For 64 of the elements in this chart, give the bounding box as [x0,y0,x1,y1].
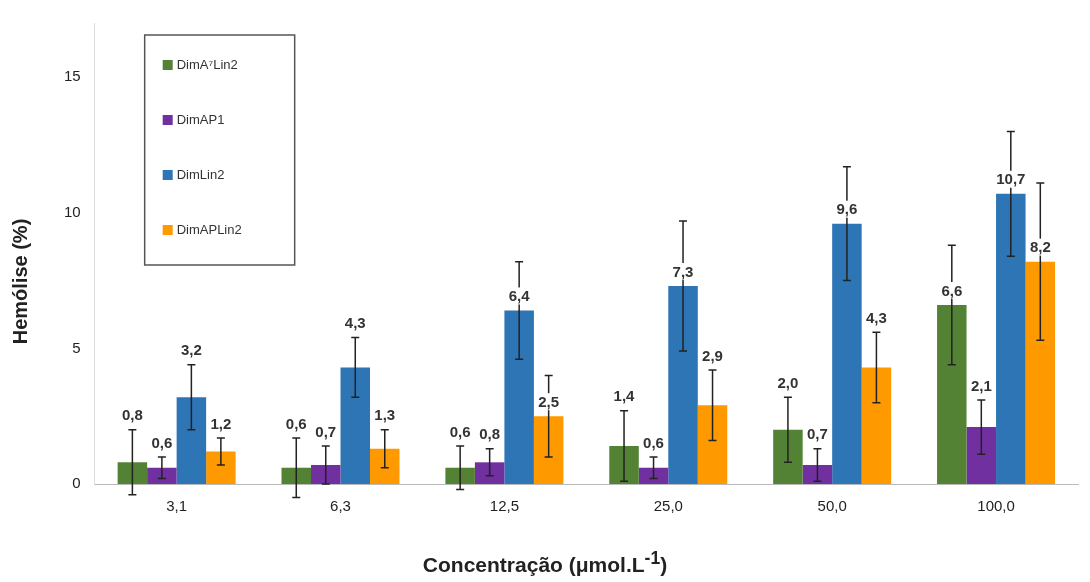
y-tick-label: 15 [64,67,81,85]
bar [281,467,312,484]
x-tick-label: 100,0 [977,497,1015,515]
bar [861,367,892,484]
data-label: 0,7 [806,425,828,443]
y-tick-label: 10 [64,202,81,220]
legend-label: DimAP1 [176,111,225,127]
x-tick-label: 6,3 [330,497,351,515]
bar [370,448,400,484]
data-label: 10,7 [996,170,1026,188]
data-label: 8,2 [1029,238,1051,256]
x-tick-label: 25,0 [653,497,683,515]
bar [966,427,997,484]
bar [474,462,505,484]
bar [206,451,236,484]
bar [638,467,669,484]
bar [609,446,639,484]
legend-label: DimLin2 [176,166,225,182]
data-label: 2,5 [538,392,560,410]
x-tick-label: 50,0 [817,497,847,515]
bar [340,367,371,484]
bar [311,465,341,484]
legend-label: DimA⁷Lin2 [176,56,238,72]
bar [117,462,148,484]
data-label: 1,2 [210,414,232,432]
data-label: 3,2 [180,341,202,359]
bar [147,467,177,484]
bar [996,193,1026,484]
data-label: 0,6 [449,422,471,440]
bar [802,465,833,484]
data-label: 2,1 [970,376,992,394]
bar [176,397,207,484]
bar [697,405,728,484]
data-label: 4,3 [344,314,366,332]
bar [773,429,803,484]
data-label: 4,3 [865,308,887,326]
data-label: 2,0 [777,373,799,391]
x-axis-title: Concentração (μmol.L$^{-1}$) [421,548,669,577]
y-axis-title: Hemólise (%) [8,217,32,347]
data-label: 0,6 [151,433,173,451]
data-label: 6,6 [941,281,963,299]
bar [832,223,862,484]
data-label: 1,4 [613,387,636,405]
bar [937,305,967,484]
bar [504,310,534,484]
legend-label: DimAPLin2 [176,221,242,237]
data-label: 1,3 [374,406,396,424]
data-label: 0,8 [121,406,143,424]
bar [533,416,564,484]
x-tick-label: 3,1 [166,497,188,515]
bar [445,467,475,484]
y-tick-label: 5 [72,338,81,356]
y-tick-label: 0 [72,474,81,492]
bar [1025,261,1056,484]
data-label: 0,7 [315,422,337,440]
x-tick-label: 12,5 [489,497,519,515]
data-label: 0,6 [643,433,664,451]
data-label: 0,8 [479,425,501,443]
data-label: 7,3 [672,262,694,280]
data-label: 6,4 [508,287,531,305]
data-label: 0,6 [285,414,307,432]
data-label: 2,9 [702,346,723,364]
data-label: 9,6 [836,200,858,218]
bar [668,286,698,484]
